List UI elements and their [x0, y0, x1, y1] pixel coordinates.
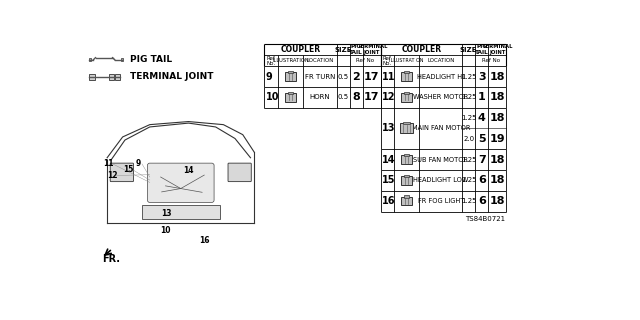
FancyBboxPatch shape — [228, 163, 252, 182]
Text: FR.: FR. — [102, 254, 120, 264]
Bar — [404, 154, 410, 156]
Text: HORN: HORN — [310, 94, 330, 100]
Text: COUPLER: COUPLER — [401, 45, 442, 54]
Text: 1: 1 — [478, 92, 486, 102]
Bar — [404, 175, 410, 177]
Text: 0.5: 0.5 — [337, 94, 349, 100]
Text: 17: 17 — [364, 92, 380, 102]
FancyBboxPatch shape — [110, 163, 134, 182]
Text: TERMINAL
JOINT: TERMINAL JOINT — [482, 44, 513, 55]
Text: 12: 12 — [108, 171, 118, 180]
Text: 1.25: 1.25 — [461, 178, 476, 183]
Text: 12: 12 — [382, 92, 396, 102]
Bar — [121, 59, 124, 61]
Text: 5: 5 — [478, 134, 486, 144]
Text: 1.25: 1.25 — [461, 198, 476, 204]
Text: 14: 14 — [382, 155, 396, 165]
Text: 10: 10 — [160, 227, 170, 236]
Text: 16: 16 — [382, 196, 396, 206]
Text: 0.5: 0.5 — [337, 74, 349, 79]
Text: FR TURN: FR TURN — [305, 74, 335, 79]
Text: 2.0: 2.0 — [463, 136, 474, 142]
Text: 15: 15 — [382, 175, 396, 186]
Text: 18: 18 — [490, 155, 505, 165]
Text: PIG
TAIL: PIG TAIL — [475, 44, 489, 55]
Text: 17: 17 — [364, 71, 380, 82]
Text: LOCATION: LOCATION — [427, 58, 454, 63]
Bar — [400, 124, 413, 133]
Text: TERMINAL
JOINT: TERMINAL JOINT — [356, 44, 387, 55]
Text: ILLUSTRATION: ILLUSTRATION — [272, 58, 308, 63]
Text: TERMINAL JOINT: TERMINAL JOINT — [129, 72, 213, 81]
Text: 7: 7 — [478, 155, 486, 165]
Bar — [401, 156, 412, 164]
Text: Ref
No.: Ref No. — [266, 56, 276, 66]
Text: Ref
No.: Ref No. — [383, 56, 392, 66]
Bar — [401, 93, 412, 101]
Text: 13: 13 — [161, 210, 172, 219]
Bar — [285, 72, 296, 81]
Text: 3: 3 — [478, 71, 486, 82]
Text: 1.25: 1.25 — [461, 157, 476, 163]
Bar — [109, 74, 114, 80]
Bar — [404, 92, 410, 94]
Text: 10: 10 — [266, 92, 280, 102]
Bar — [401, 197, 412, 205]
Bar — [401, 176, 412, 185]
Text: 1.25: 1.25 — [461, 74, 476, 79]
Text: PIG
TAIL: PIG TAIL — [349, 44, 363, 55]
Bar — [404, 71, 410, 73]
Text: 18: 18 — [490, 113, 505, 123]
Text: LOCATION: LOCATION — [306, 58, 333, 63]
Text: 11: 11 — [104, 159, 114, 168]
Bar — [88, 74, 95, 80]
Text: SIZE: SIZE — [334, 47, 352, 52]
Text: 18: 18 — [490, 71, 505, 82]
Text: HEADLIGHT HI: HEADLIGHT HI — [417, 74, 464, 79]
Bar — [88, 59, 91, 61]
Text: 6: 6 — [478, 196, 486, 206]
Bar — [288, 71, 293, 73]
Text: 1.25: 1.25 — [461, 115, 476, 121]
Text: TS84B0721: TS84B0721 — [465, 216, 506, 222]
Text: Ref No: Ref No — [356, 58, 374, 63]
Bar — [403, 122, 410, 124]
Bar — [115, 74, 120, 80]
Text: COUPLER: COUPLER — [280, 45, 321, 54]
Text: WASHER MOTOR: WASHER MOTOR — [413, 94, 468, 100]
Text: 4: 4 — [478, 113, 486, 123]
Text: SUB FAN MOTOR: SUB FAN MOTOR — [413, 157, 468, 163]
Text: 16: 16 — [199, 236, 209, 244]
Text: ILLUSTRAT ON: ILLUSTRAT ON — [389, 58, 424, 63]
Text: 8: 8 — [353, 92, 360, 102]
Text: Ref No: Ref No — [482, 58, 500, 63]
Text: 9: 9 — [136, 159, 141, 168]
Text: 14: 14 — [183, 166, 194, 175]
Bar — [142, 205, 220, 219]
Text: 18: 18 — [490, 92, 505, 102]
Text: 11: 11 — [382, 71, 396, 82]
Text: 9: 9 — [266, 71, 273, 82]
Bar — [285, 93, 296, 101]
Text: MAIN FAN MOTOR: MAIN FAN MOTOR — [412, 125, 470, 132]
Text: 1.25: 1.25 — [461, 94, 476, 100]
Text: PIG TAIL: PIG TAIL — [129, 55, 172, 64]
FancyBboxPatch shape — [147, 163, 214, 203]
Text: SIZE: SIZE — [460, 47, 477, 52]
Bar — [404, 196, 410, 198]
Bar — [401, 72, 412, 81]
Text: 18: 18 — [490, 175, 505, 186]
Text: 6: 6 — [478, 175, 486, 186]
Bar — [288, 92, 293, 94]
Text: FR FOG LIGHT: FR FOG LIGHT — [417, 198, 464, 204]
Text: 15: 15 — [123, 165, 133, 174]
Text: HEADLIGHT LOW: HEADLIGHT LOW — [413, 178, 468, 183]
Text: 2: 2 — [353, 71, 360, 82]
Text: 18: 18 — [490, 196, 505, 206]
Text: 19: 19 — [490, 134, 505, 144]
Text: 13: 13 — [382, 124, 396, 133]
